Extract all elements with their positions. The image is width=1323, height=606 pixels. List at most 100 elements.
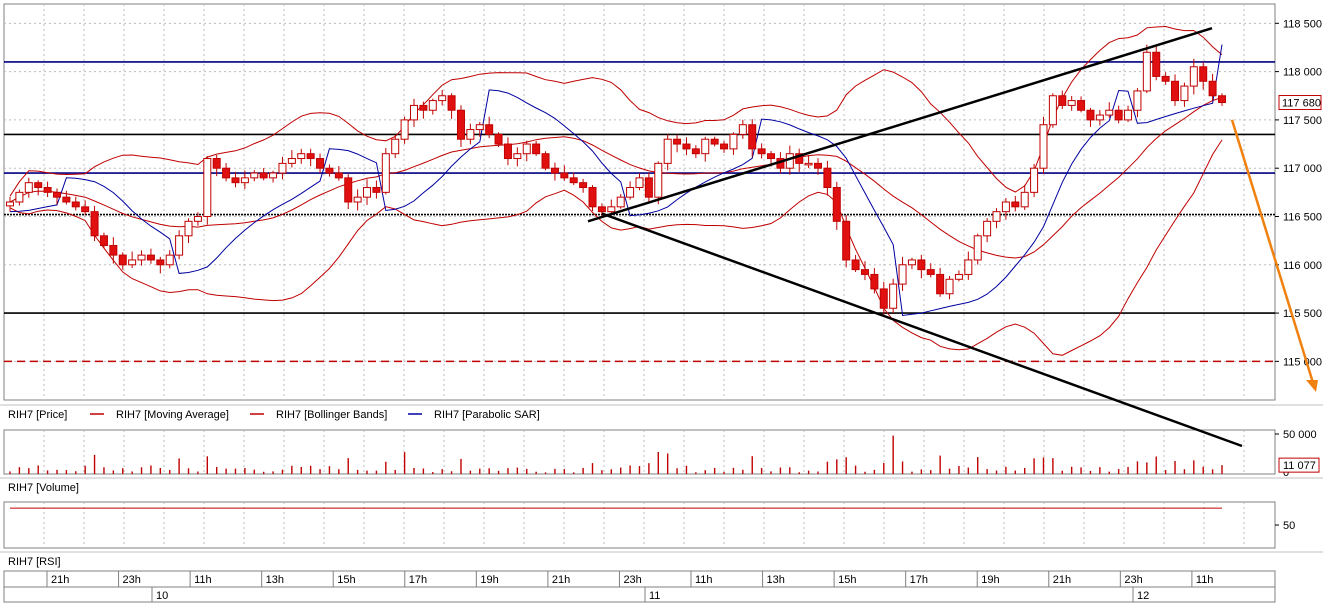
candle-body [964,259,973,275]
candle-body [212,158,221,169]
volume-panel-title: RIH7 [Volume] [8,482,79,494]
candle-body [795,153,804,164]
candle-body [466,129,475,140]
candle-body [607,206,616,213]
last-price-box [1278,95,1322,111]
candle-body [1048,95,1057,126]
candle-body [597,206,606,213]
price-axis-tick-label: 116 000 [1283,260,1322,272]
candle-body [767,153,776,160]
candle-body [287,158,296,164]
candle-body [1171,80,1180,102]
last-price-label: 117 680 [1282,98,1321,110]
candle-body [1011,201,1020,208]
candle-body [363,187,372,198]
candle-body [1114,109,1123,121]
candle-body [682,143,691,150]
candle-body [24,182,33,193]
candle-body [128,259,137,266]
candle-body [494,133,503,145]
candle-body [1058,95,1067,106]
candle-body [1001,201,1010,213]
time-axis-hour-label: 15h [838,574,856,586]
time-axis-hour-label: 19h [480,574,498,586]
candle-body [410,104,418,121]
candle-body [757,148,766,155]
time-axis-hour-label: 21h [552,574,570,586]
candle-body [654,162,663,198]
candle-body [720,143,729,150]
candle-body [992,211,1001,222]
candle-body [306,153,315,160]
candle-body [879,288,888,309]
candle-body [447,95,456,111]
candle-body [673,138,682,145]
candle-body [99,235,108,246]
candle-body [729,133,738,150]
candle-body [644,177,653,198]
candle-body [936,273,945,295]
candle-body [889,283,898,309]
candle-body [983,220,992,237]
candle-body [738,124,747,135]
candle-body [118,254,127,266]
rsi-axis-tick-label: 50 [1283,520,1295,532]
time-axis-hour-label: 11h [194,574,212,586]
candle-body [109,244,118,256]
last-volume-label: 11 077 [1283,460,1316,472]
forecast-arrow-head [1306,380,1318,392]
candle-body [579,182,588,189]
candle-body [428,100,437,111]
time-axis-hour-label: 17h [910,574,928,586]
candle-body [475,124,484,131]
candle-body [710,138,719,145]
candle-body [832,187,841,222]
candle-body [917,259,926,271]
lower-trend-line [601,212,1243,448]
candle-body [156,259,165,266]
time-axis-hour-label: 11h [1196,574,1214,586]
candle-body [344,177,353,203]
candle-body [532,143,541,155]
volume-axis-zero-label: 0 [1283,467,1289,479]
candle-body [231,177,240,184]
candle-body [503,143,512,160]
candle-body [203,158,212,217]
candle-body [381,153,390,193]
candle-body [1105,109,1114,116]
candle-body [259,172,268,179]
price-axis-tick-label: 115 000 [1283,356,1322,368]
candle-body [842,220,851,261]
upper-trend-line [587,26,1213,223]
candle-body [550,167,559,174]
time-axis-hour-label: 15h [337,574,355,586]
candle-body [1039,124,1048,169]
time-axis-day-label: 10 [156,590,168,602]
time-axis-hour-label: 13h [767,574,785,586]
candle-body [1077,100,1086,111]
candle-body [954,273,963,280]
candle-body [325,167,334,174]
candle-body [456,109,465,140]
candle-body [146,254,155,261]
candle-body [907,259,916,266]
candle-body [485,124,494,135]
forecast-arrow-line [1230,119,1316,387]
candle-body [391,138,400,155]
time-axis-days-row [3,586,1276,603]
candle-body [748,124,757,150]
time-axis-hour-label: 17h [409,574,427,586]
candle-body [175,235,184,256]
candle-body [588,187,597,208]
candle-body [616,196,625,208]
candle-body [438,95,447,102]
time-axis-day-label: 11 [649,590,660,602]
candle-body [1199,66,1208,82]
price-axis-tick-label: 117 000 [1283,163,1322,175]
price-axis-tick-label: 118 000 [1283,67,1322,79]
time-axis-day-label: 12 [1137,590,1149,602]
candle-body [137,254,146,261]
candle-body [71,201,80,208]
candle-body [419,104,428,111]
candle-body [43,187,52,193]
